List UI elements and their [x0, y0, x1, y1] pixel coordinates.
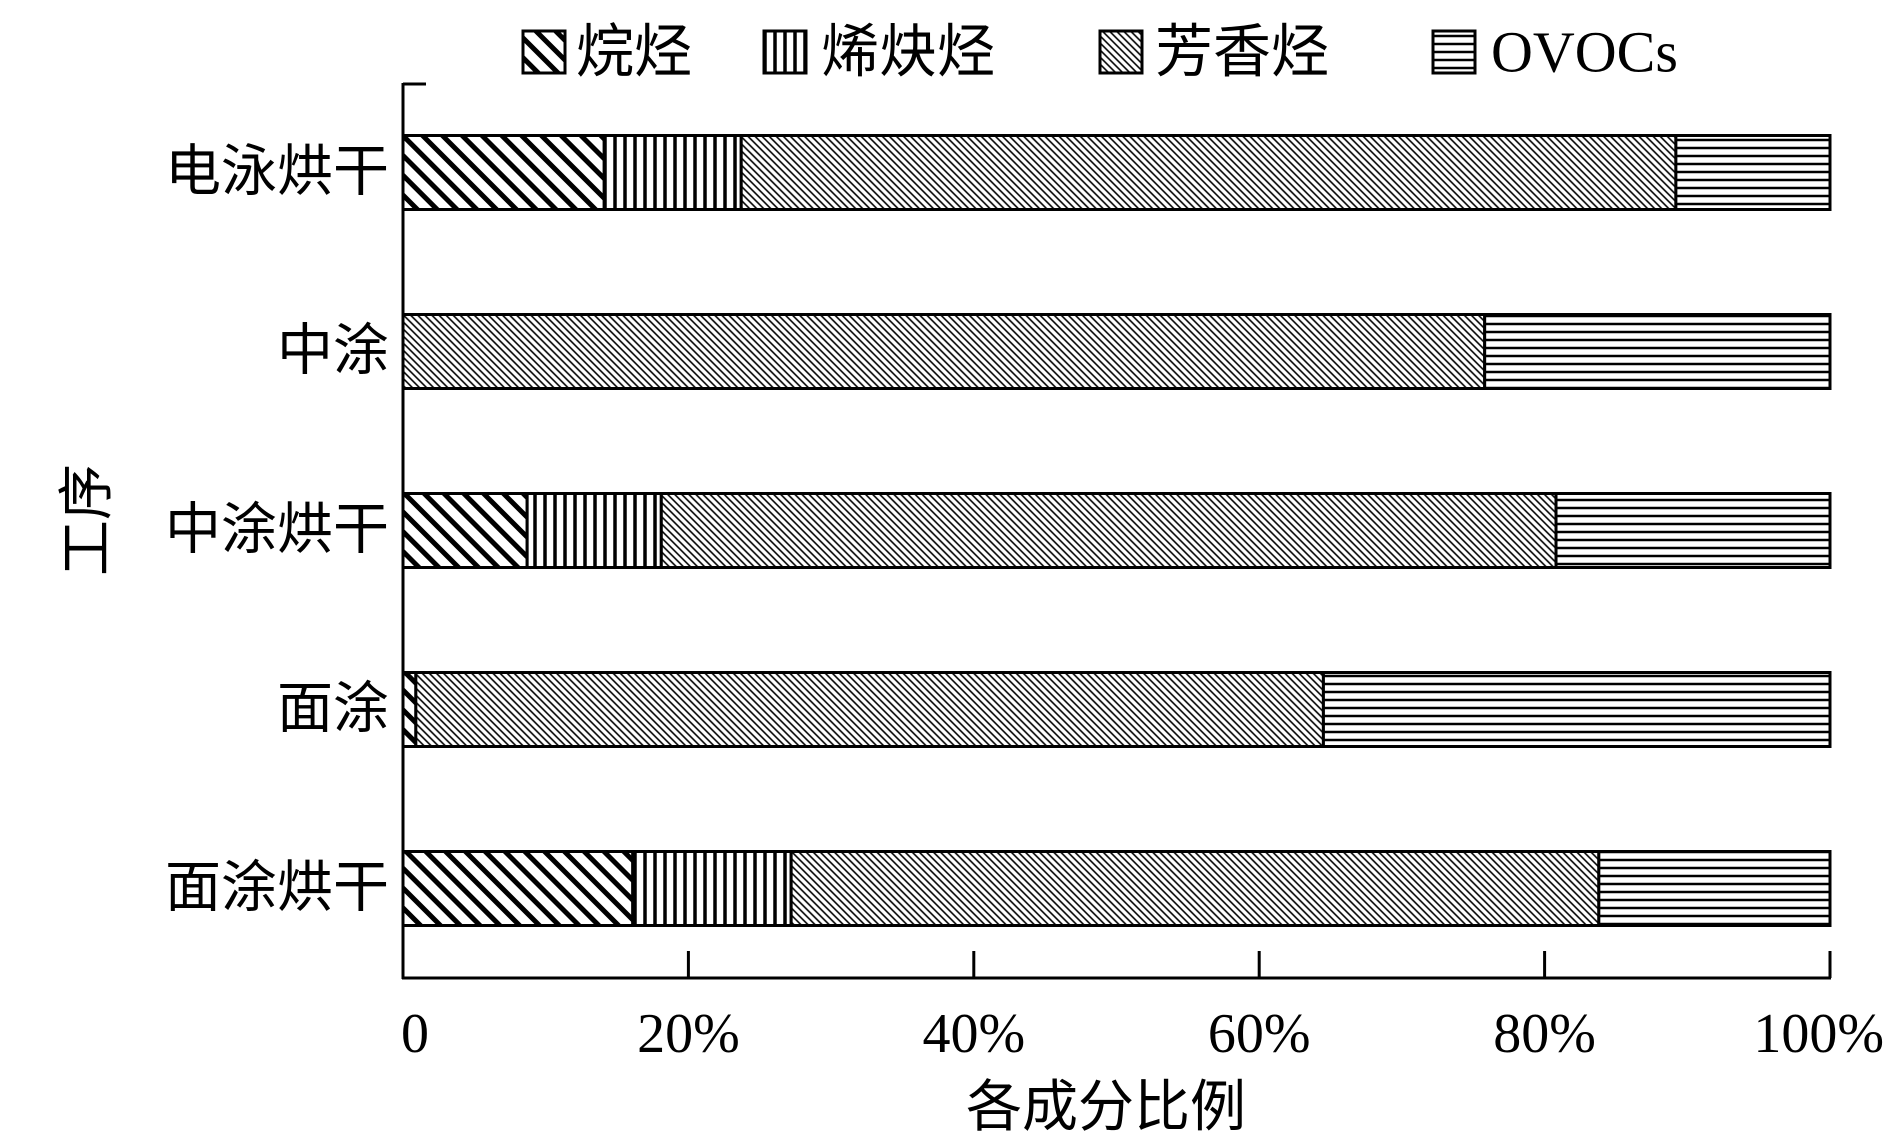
- bars: [401, 134, 1832, 927]
- y-tick-label: 电泳烘干: [165, 142, 389, 204]
- y-tick-label: 面涂烘干: [165, 858, 389, 920]
- bar-segment: [1674, 134, 1832, 211]
- bar-segment: [1483, 313, 1832, 390]
- y-tick-labels: 电泳烘干 中涂 中涂烘干 面涂 面涂烘干: [165, 142, 389, 920]
- bar-segment: [401, 671, 418, 748]
- x-tick-label: 0: [401, 1003, 429, 1065]
- bar-segment: [401, 850, 635, 927]
- legend: 烷烃 烯炔烃 芳香烃 OVOCs: [521, 20, 1678, 85]
- legend-label: 烯炔烃: [821, 20, 995, 85]
- legend-label: OVOCs: [1491, 20, 1678, 85]
- x-tick-label: 100%: [1753, 1003, 1884, 1065]
- bar-group: [401, 671, 1832, 748]
- bar-segment: [739, 134, 1678, 211]
- legend-swatch: [762, 29, 808, 75]
- bar-segment: [602, 134, 743, 211]
- legend-item: OVOCs: [1431, 20, 1678, 85]
- x-tick-marks: [686, 951, 1832, 978]
- legend-swatch: [521, 29, 567, 75]
- bar-segment: [401, 492, 529, 569]
- legend-label: 芳香烃: [1155, 20, 1329, 85]
- bar-segment: [1597, 850, 1832, 927]
- bar-group: [401, 850, 1832, 927]
- x-tick-label: 40%: [922, 1003, 1025, 1065]
- bar-segment: [401, 313, 1487, 390]
- bar-group: [401, 492, 1832, 569]
- bar-group: [401, 134, 1832, 211]
- bar-segment: [631, 850, 793, 927]
- x-tick-label: 80%: [1493, 1003, 1596, 1065]
- legend-swatch: [1431, 29, 1477, 75]
- x-tick-labels: 0 20% 40% 60% 80% 100%: [401, 1003, 1884, 1065]
- bar-segment: [1554, 492, 1832, 569]
- legend-item: 烷烃: [521, 20, 692, 85]
- x-axis-title: 各成分比例: [966, 1077, 1246, 1139]
- bar-group: [401, 313, 1832, 390]
- bar-segment: [525, 492, 663, 569]
- y-tick-label: 中涂: [277, 321, 389, 383]
- axes: [401, 82, 1832, 980]
- bar-segment: [789, 850, 1601, 927]
- bar-segment: [414, 671, 1325, 748]
- bar-segment: [659, 492, 1558, 569]
- bar-segment: [1321, 671, 1832, 748]
- legend-item: 芳香烃: [1098, 20, 1329, 85]
- y-tick-label: 面涂: [277, 679, 389, 741]
- legend-item: 烯炔烃: [762, 20, 995, 85]
- y-axis-title: 工序: [57, 464, 119, 576]
- bar-segment: [401, 134, 606, 211]
- x-tick-label: 20%: [637, 1003, 740, 1065]
- legend-label: 烷烃: [576, 20, 692, 85]
- x-tick-label: 60%: [1208, 1003, 1311, 1065]
- legend-swatch: [1098, 29, 1144, 75]
- y-tick-label: 中涂烘干: [165, 500, 389, 562]
